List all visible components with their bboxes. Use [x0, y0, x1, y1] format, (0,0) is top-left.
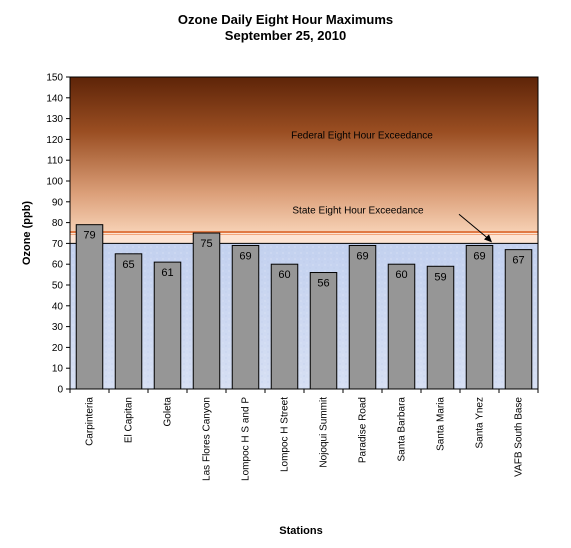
- x-tick-label: Carpinteria: [85, 397, 96, 446]
- state-exceedance-label: State Eight Hour Exceedance: [292, 206, 424, 217]
- x-tick-label: Santa Barbara: [397, 397, 408, 462]
- x-tick-label: Santa Ynez: [475, 397, 486, 449]
- y-tick-label: 120: [46, 135, 63, 146]
- bars: 79 65 61 75 69 60 56 69 60 59 69 67: [75, 224, 533, 390]
- bar-value-label: 69: [356, 250, 368, 262]
- bar-value-label: 65: [122, 259, 134, 271]
- state-exceedance-arrow: [458, 213, 489, 239]
- y-tick-label: 110: [47, 156, 63, 167]
- bar-3: [153, 261, 182, 390]
- bar-5: [231, 244, 260, 390]
- background-exceedance-band: [70, 233, 538, 244]
- y-tick-label: 150: [46, 73, 63, 84]
- x-tick-label: VAFB South Base: [514, 397, 525, 477]
- x-tick-label: Santa Maria: [436, 397, 447, 451]
- y-tick-label: 50: [52, 281, 64, 292]
- x-tick-label: Las Flores Canyon: [202, 397, 213, 481]
- chart-subtitle: September 25, 2010: [224, 28, 347, 43]
- bar-12: [504, 249, 533, 390]
- y-axis-title: Ozone (ppb): [21, 201, 33, 265]
- bar-1: [75, 224, 104, 390]
- bar-6: [270, 263, 299, 390]
- x-tick-label: Lompoc H Street: [280, 397, 291, 472]
- axes: 0 10 20 30 40 50 60 70 80 90 100 110 120 130 140 150 Car…: [46, 73, 539, 481]
- bar-9: [387, 263, 416, 390]
- y-tick-label: 10: [52, 364, 64, 375]
- federal-exceedance-label: Federal Eight Hour Exceedance: [291, 131, 433, 142]
- bar-value-label: 69: [239, 250, 251, 262]
- x-tick-label: Goleta: [163, 397, 174, 427]
- bar-value-label: 69: [473, 250, 485, 262]
- chart-title-block: Ozone Daily Eight Hour Maximums Septembe…: [0, 12, 571, 44]
- state-exceedance-arrowhead: [484, 234, 492, 243]
- y-tick-label: 140: [46, 93, 63, 104]
- y-tick-label: 130: [46, 114, 63, 125]
- bar-11: [465, 244, 494, 390]
- bar-value-label: 60: [278, 269, 290, 281]
- x-tick-label: El Capitan: [124, 397, 135, 443]
- bar-value-label: 59: [434, 271, 446, 283]
- bar-7: [309, 272, 338, 390]
- x-axis-title: Stations: [279, 525, 322, 537]
- bar-value-label: 61: [161, 267, 173, 279]
- y-tick-label: 70: [52, 239, 64, 250]
- x-tick-label: Nojoqui Summit: [319, 397, 330, 468]
- threshold-lines: [70, 231, 538, 244]
- chart-title: Ozone Daily Eight Hour Maximums: [177, 12, 394, 27]
- bar-4: [192, 232, 221, 390]
- y-tick-label: 80: [52, 218, 64, 229]
- y-tick-label: 30: [52, 322, 64, 333]
- y-tick-label: 0: [57, 385, 63, 396]
- x-tick-label: Paradise Road: [358, 397, 369, 463]
- bar-value-label: 75: [200, 238, 212, 250]
- y-tick-label: 90: [52, 197, 64, 208]
- bar-value-label: 79: [83, 230, 95, 242]
- bar-value-label: 56: [317, 278, 329, 290]
- bar-value-label: 67: [512, 255, 524, 267]
- bar-2: [114, 253, 143, 390]
- x-tick-label: Lompoc H S and P: [241, 397, 252, 481]
- plot-background: [70, 77, 538, 389]
- bar-8: [348, 244, 377, 390]
- y-tick-label: 60: [52, 260, 64, 271]
- bar-value-label: 60: [395, 269, 407, 281]
- background-texture: [70, 243, 538, 389]
- y-tick-label: 40: [52, 301, 64, 312]
- y-tick-label: 100: [46, 177, 63, 188]
- y-tick-label: 20: [52, 343, 64, 354]
- bar-10: [426, 265, 455, 390]
- background-above-federal: [70, 77, 538, 233]
